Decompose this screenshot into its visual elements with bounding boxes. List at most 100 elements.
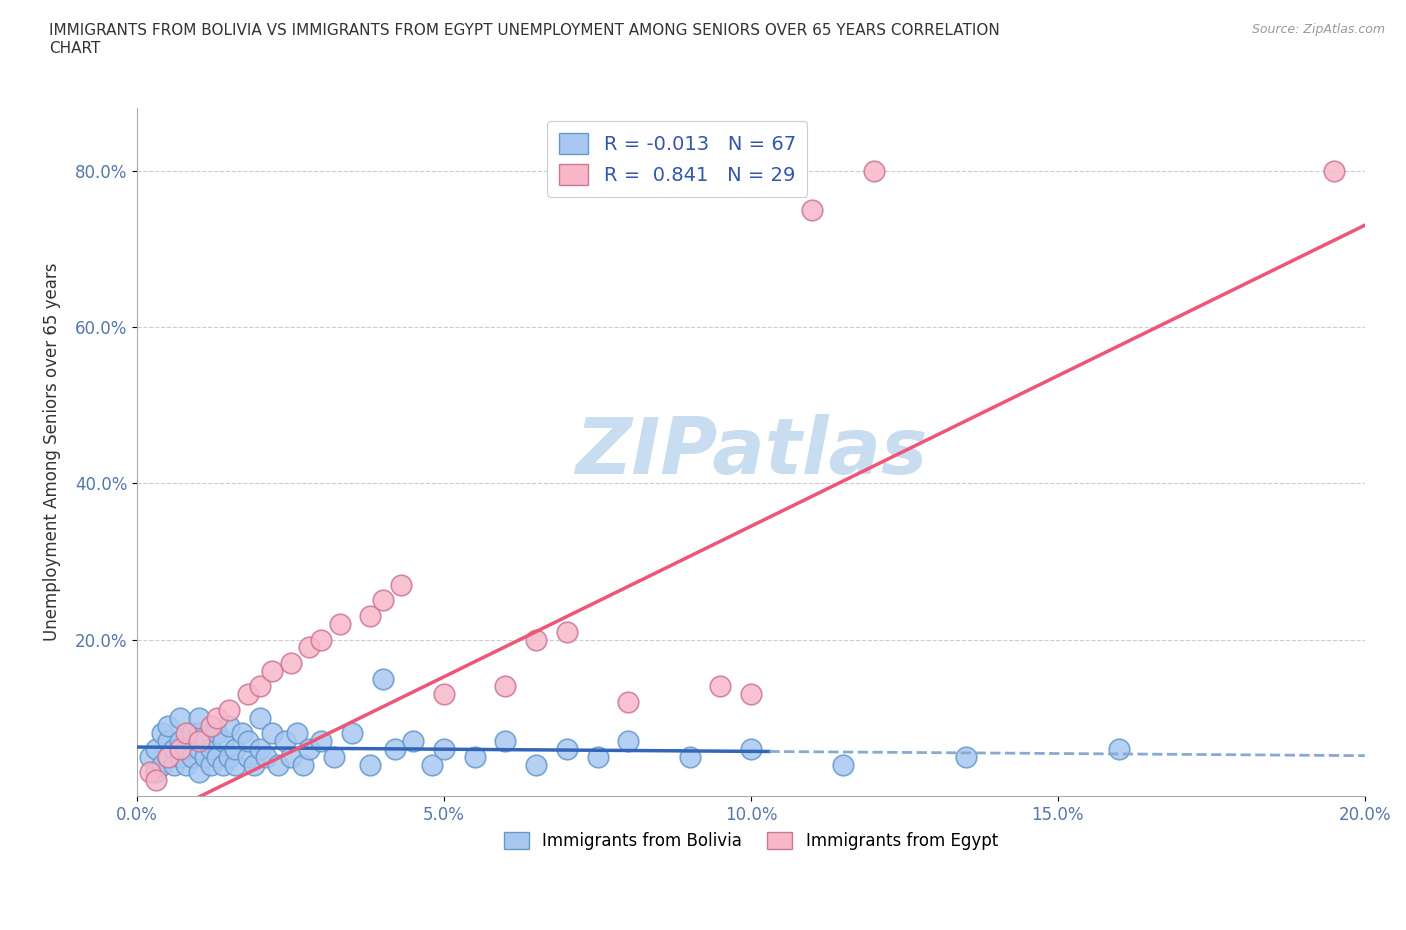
Point — [495, 734, 517, 749]
Point — [176, 741, 198, 756]
Legend: Immigrants from Bolivia, Immigrants from Egypt: Immigrants from Bolivia, Immigrants from… — [498, 825, 1004, 857]
Point — [1108, 741, 1130, 756]
Point — [200, 741, 222, 756]
Point — [169, 711, 191, 725]
Point — [298, 741, 321, 756]
Point — [280, 656, 302, 671]
Point — [187, 741, 209, 756]
Point — [617, 734, 640, 749]
Point — [249, 711, 271, 725]
Point — [402, 734, 425, 749]
Point — [181, 750, 204, 764]
Point — [555, 624, 578, 639]
Point — [187, 711, 209, 725]
Point — [218, 750, 240, 764]
Point — [169, 741, 191, 756]
Point — [150, 726, 173, 741]
Point — [267, 757, 290, 772]
Point — [359, 609, 381, 624]
Point — [384, 741, 406, 756]
Point — [194, 750, 217, 764]
Point — [205, 726, 228, 741]
Point — [291, 757, 314, 772]
Point — [433, 741, 456, 756]
Point — [1323, 163, 1346, 178]
Point — [187, 765, 209, 780]
Point — [236, 734, 259, 749]
Y-axis label: Unemployment Among Seniors over 65 years: Unemployment Among Seniors over 65 years — [44, 262, 60, 641]
Point — [389, 578, 412, 592]
Point — [156, 750, 179, 764]
Point — [280, 750, 302, 764]
Point — [176, 757, 198, 772]
Point — [617, 695, 640, 710]
Point — [181, 726, 204, 741]
Point — [236, 687, 259, 702]
Point — [156, 734, 179, 749]
Point — [145, 741, 167, 756]
Point — [862, 163, 884, 178]
Point — [212, 734, 235, 749]
Point — [433, 687, 456, 702]
Point — [329, 617, 352, 631]
Point — [359, 757, 381, 772]
Point — [200, 757, 222, 772]
Text: Source: ZipAtlas.com: Source: ZipAtlas.com — [1251, 23, 1385, 36]
Point — [138, 765, 160, 780]
Point — [801, 202, 824, 217]
Point — [163, 741, 186, 756]
Point — [832, 757, 855, 772]
Point — [955, 750, 977, 764]
Point — [150, 757, 173, 772]
Point — [224, 757, 246, 772]
Point — [524, 757, 547, 772]
Point — [740, 687, 762, 702]
Point — [194, 734, 217, 749]
Point — [524, 632, 547, 647]
Point — [187, 726, 209, 741]
Point — [249, 741, 271, 756]
Point — [340, 726, 363, 741]
Point — [495, 679, 517, 694]
Point — [224, 741, 246, 756]
Point — [371, 593, 394, 608]
Point — [311, 734, 333, 749]
Point — [311, 632, 333, 647]
Point — [555, 741, 578, 756]
Point — [231, 726, 253, 741]
Point — [249, 679, 271, 694]
Point — [678, 750, 700, 764]
Point — [464, 750, 486, 764]
Point — [243, 757, 266, 772]
Point — [322, 750, 344, 764]
Point — [156, 718, 179, 733]
Point — [709, 679, 731, 694]
Point — [205, 711, 228, 725]
Point — [218, 718, 240, 733]
Point — [262, 663, 284, 678]
Point — [200, 718, 222, 733]
Point — [273, 734, 295, 749]
Point — [169, 750, 191, 764]
Point — [740, 741, 762, 756]
Point — [176, 726, 198, 741]
Point — [169, 734, 191, 749]
Point — [254, 750, 277, 764]
Point — [205, 750, 228, 764]
Text: ZIPatlas: ZIPatlas — [575, 414, 927, 490]
Point — [236, 750, 259, 764]
Point — [163, 757, 186, 772]
Text: IMMIGRANTS FROM BOLIVIA VS IMMIGRANTS FROM EGYPT UNEMPLOYMENT AMONG SENIORS OVER: IMMIGRANTS FROM BOLIVIA VS IMMIGRANTS FR… — [49, 23, 1000, 56]
Point — [212, 757, 235, 772]
Point — [187, 734, 209, 749]
Point — [420, 757, 443, 772]
Point — [145, 773, 167, 788]
Point — [138, 750, 160, 764]
Point — [298, 640, 321, 655]
Point — [262, 726, 284, 741]
Point — [145, 765, 167, 780]
Point — [218, 702, 240, 717]
Point — [371, 671, 394, 686]
Point — [156, 750, 179, 764]
Point — [285, 726, 308, 741]
